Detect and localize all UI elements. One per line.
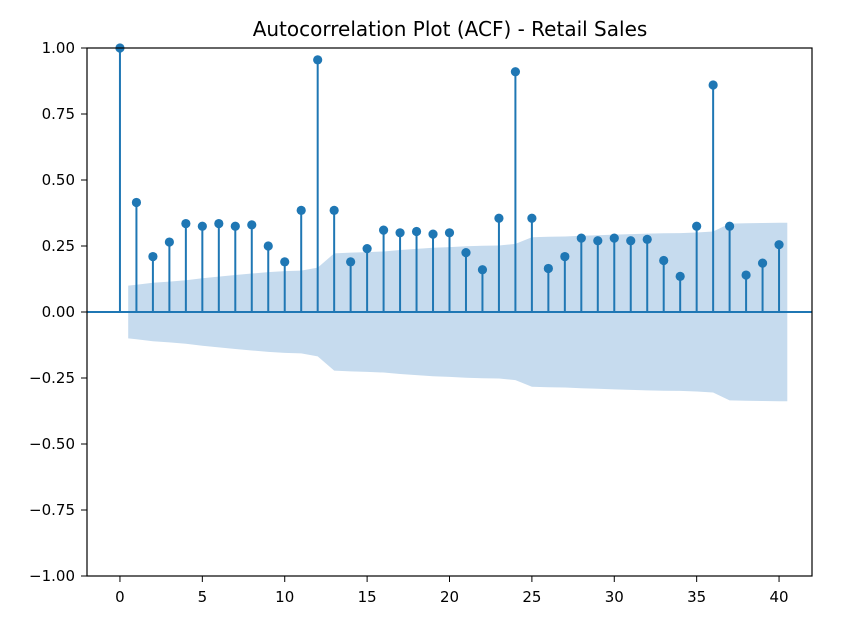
acf-point-lag-13 (329, 205, 339, 215)
acf-point-lag-24 (510, 67, 521, 77)
acf-point-lag-1 (131, 197, 142, 208)
y-tick-label: −1.00 (29, 567, 75, 585)
acf-point-lag-3 (164, 237, 174, 247)
acf-point-lag-19 (428, 229, 438, 239)
acf-point-lag-6 (214, 218, 224, 229)
x-tick-label: 5 (198, 588, 208, 606)
acf-point-lag-12 (313, 55, 323, 65)
acf-point-lag-20 (444, 228, 455, 238)
y-tick-label: 0.00 (42, 303, 75, 321)
acf-point-lag-32 (642, 234, 652, 244)
y-tick-label: −0.50 (29, 435, 75, 453)
x-tick-label: 25 (522, 588, 541, 606)
y-tick-label: 1.00 (42, 39, 75, 57)
y-tick-label: −0.25 (29, 369, 75, 387)
acf-point-lag-14 (346, 257, 356, 267)
x-tick-label: 10 (275, 588, 294, 606)
acf-point-lag-36 (708, 80, 718, 90)
acf-point-lag-9 (263, 241, 273, 251)
acf-point-lag-31 (626, 236, 636, 246)
acf-point-lag-33 (659, 255, 669, 266)
acf-point-lag-35 (692, 221, 702, 231)
acf-point-lag-7 (230, 221, 240, 231)
y-tick-label: 0.50 (42, 171, 75, 189)
acf-point-lag-37 (725, 221, 735, 231)
acf-point-lag-8 (247, 220, 257, 230)
acf-point-lag-16 (378, 225, 389, 235)
acf-point-lag-25 (527, 213, 537, 223)
x-tick-label: 0 (115, 588, 125, 606)
y-tick-label: 0.25 (42, 237, 75, 255)
acf-point-lag-26 (543, 263, 553, 274)
acf-point-lag-22 (477, 265, 488, 275)
acf-point-lag-34 (675, 271, 685, 281)
acf-point-lag-27 (560, 251, 570, 262)
y-tick-label: 0.75 (42, 105, 75, 123)
x-tick-label: 30 (605, 588, 624, 606)
acf-point-lag-17 (395, 228, 405, 238)
acf-point-lag-5 (197, 221, 207, 231)
acf-point-lag-10 (280, 257, 290, 267)
stem-layer (118, 48, 781, 312)
acf-point-lag-38 (741, 270, 751, 280)
y-tick-label: −0.75 (29, 501, 75, 519)
x-tick-label: 20 (440, 588, 459, 606)
x-tick-label: 40 (769, 588, 788, 606)
acf-point-lag-30 (609, 233, 619, 243)
acf-point-lag-21 (461, 248, 471, 258)
acf-point-lag-4 (181, 218, 191, 229)
x-tick-label: 15 (358, 588, 377, 606)
chart-title: Autocorrelation Plot (ACF) - Retail Sale… (253, 17, 648, 41)
acf-point-lag-39 (757, 258, 768, 268)
acf-point-lag-40 (774, 240, 784, 250)
acf-point-lag-23 (494, 213, 504, 223)
acf-point-lag-29 (593, 236, 603, 246)
acf-point-lag-28 (576, 233, 586, 243)
acf-point-lag-18 (411, 226, 422, 237)
acf-point-lag-2 (148, 251, 158, 262)
acf-point-lag-15 (362, 244, 372, 254)
y-tick-layer: −1.00 −0.75 −0.50 −0.25 0.00 0.25 0.50 0.75 1.00 (29, 39, 87, 585)
x-tick-layer: 0 5 10 15 20 25 30 35 40 (115, 576, 789, 606)
marker-layer (115, 43, 784, 281)
x-tick-label: 35 (687, 588, 706, 606)
acf-point-lag-11 (296, 205, 306, 215)
